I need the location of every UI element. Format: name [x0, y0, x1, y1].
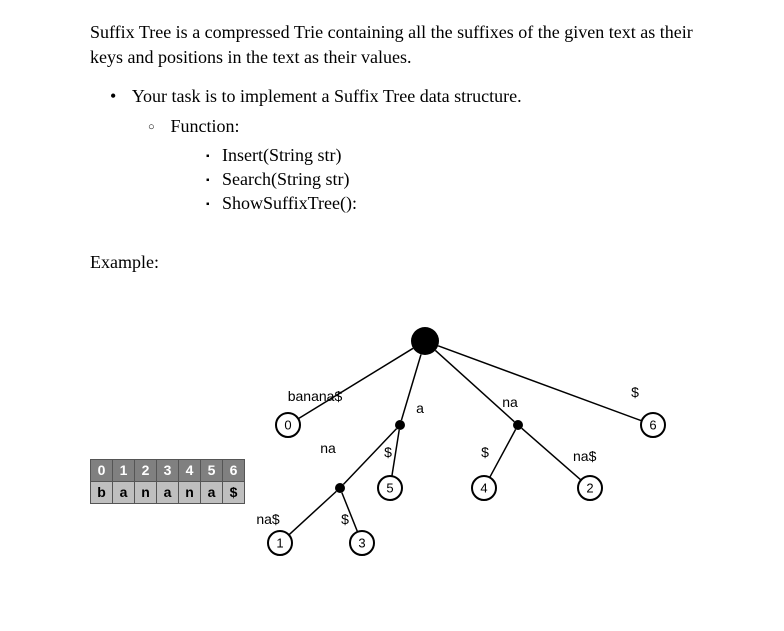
fn-search: Search(String str) — [222, 167, 704, 191]
node-label: 2 — [586, 480, 593, 495]
suffix-tree-svg: banana$ana$na$$na$na$$0654213 — [90, 311, 700, 581]
tree-edge — [438, 346, 642, 421]
edge-label: banana$ — [288, 388, 343, 404]
edge-label: na$ — [573, 448, 597, 464]
edge-label: na — [502, 394, 518, 410]
tree-node — [395, 420, 405, 430]
tree-node — [335, 483, 345, 493]
node-label: 6 — [649, 417, 656, 432]
tree-edge — [435, 350, 514, 421]
fn-insert: Insert(String str) — [222, 143, 704, 167]
edge-label: $ — [384, 444, 392, 460]
edge-label: a — [416, 400, 424, 416]
node-label: 4 — [480, 480, 487, 495]
function-item: Function: Insert(String str) Search(Stri… — [166, 114, 704, 216]
node-label: 0 — [284, 417, 291, 432]
edge-label: na — [320, 440, 336, 456]
edge-label: na$ — [256, 511, 280, 527]
suffix-tree-diagram: 0123456 banana$ banana$ana$na$$na$na$$06… — [90, 311, 700, 581]
node-label: 5 — [386, 480, 393, 495]
node-label: 3 — [358, 535, 365, 550]
fn-show: ShowSuffixTree(): — [222, 191, 704, 215]
tree-node — [411, 327, 439, 355]
tree-edge — [490, 429, 516, 477]
tree-edge — [298, 348, 413, 418]
tree-edge — [289, 491, 336, 535]
example-label: Example: — [90, 250, 704, 275]
tree-edge — [392, 430, 399, 476]
edge-label: $ — [631, 384, 639, 400]
node-label: 1 — [276, 535, 283, 550]
edge-label: $ — [481, 444, 489, 460]
edge-label: $ — [341, 511, 349, 527]
task-item: Your task is to implement a Suffix Tree … — [128, 84, 704, 215]
intro-text: Suffix Tree is a compressed Trie contain… — [90, 20, 704, 70]
task-text: Your task is to implement a Suffix Tree … — [132, 86, 522, 106]
tree-node — [513, 420, 523, 430]
function-label: Function: — [171, 116, 240, 136]
